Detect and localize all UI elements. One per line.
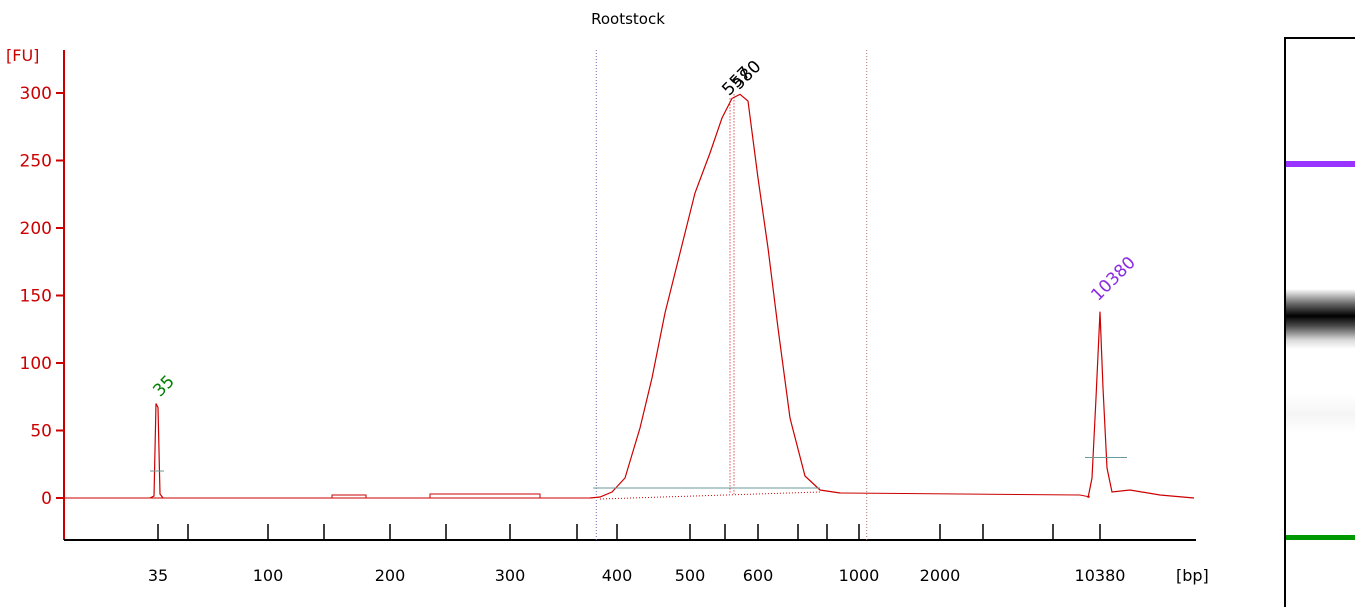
x-tick-label: 35 xyxy=(148,566,168,585)
y-tick-label: 100 xyxy=(20,354,52,374)
gel-lane xyxy=(1284,37,1355,607)
baseline-bump xyxy=(331,494,367,498)
x-tick-label: 600 xyxy=(743,566,774,585)
x-tick-label: 100 xyxy=(253,566,284,585)
baseline-bump xyxy=(429,493,541,498)
gel-sample-band xyxy=(1286,289,1355,349)
electropherogram-chart: Rootstock [FU] [bp] 0 50 100 150 200 250 300 35… xyxy=(6,10,1209,585)
gel-faint-band xyxy=(1286,394,1355,434)
x-tick-label: 2000 xyxy=(920,566,961,585)
y-tick-label: 50 xyxy=(30,422,52,442)
y-axis-label: [FU] xyxy=(6,46,39,65)
y-tick-label: 150 xyxy=(20,287,52,307)
peak-label: 10380 xyxy=(1087,253,1139,305)
x-tick-label: 500 xyxy=(675,566,706,585)
y-tick-label: 200 xyxy=(20,219,52,239)
chart-title: Rootstock xyxy=(591,10,665,28)
tail-trace xyxy=(839,492,1091,498)
x-tick-label: 300 xyxy=(495,566,526,585)
peak-label: 35 xyxy=(149,372,178,401)
sample-peak-trace xyxy=(589,93,841,499)
x-axis-label: [bp] xyxy=(1176,566,1209,585)
gel-lower-marker-band xyxy=(1286,535,1355,540)
x-tick-label: 200 xyxy=(375,566,406,585)
y-tick-label: 250 xyxy=(20,152,52,172)
peak-baseline-dotted xyxy=(599,491,821,500)
y-tick-label: 300 xyxy=(20,84,52,104)
gel-upper-marker-band xyxy=(1286,161,1355,167)
x-tick-label: 400 xyxy=(602,566,633,585)
marker-35-peak xyxy=(149,403,164,499)
x-tick-label: 1000 xyxy=(839,566,880,585)
marker-10380-peak xyxy=(1087,311,1195,499)
y-tick-label: 0 xyxy=(41,489,52,509)
x-tick-label: 10380 xyxy=(1075,566,1126,585)
